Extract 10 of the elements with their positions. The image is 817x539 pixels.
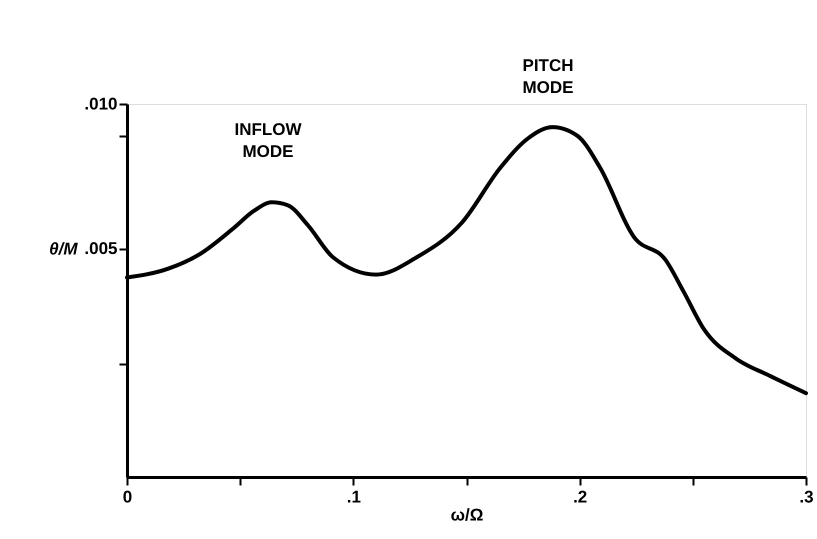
y-axis-title: θ/M bbox=[49, 240, 78, 258]
x-axis-title: ω/Ω bbox=[450, 506, 484, 524]
y-tick-label: .010 bbox=[84, 94, 118, 114]
x-tick-label: .3 bbox=[799, 488, 814, 506]
text: PITCH MODE bbox=[522, 56, 574, 97]
x-tick-label: .1 bbox=[346, 488, 361, 506]
x-tick-label: 0 bbox=[122, 488, 132, 506]
y-tick-label: .005 bbox=[84, 239, 118, 258]
annotation: INFLOW MODE bbox=[234, 120, 302, 161]
x-tick-label: .2 bbox=[573, 488, 588, 506]
